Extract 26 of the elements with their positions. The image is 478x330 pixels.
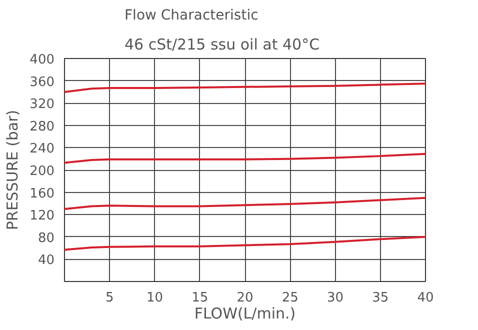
line-series xyxy=(64,82,426,93)
y-tick-label: 40 xyxy=(38,253,55,268)
y-tick-label: 80 xyxy=(38,230,55,246)
chart-title: Flow Characteristic xyxy=(124,8,258,24)
x-axis-title: FLOW(L/min.) xyxy=(194,304,296,322)
y-tick-label: 240 xyxy=(30,142,55,157)
x-tick-label: 20 xyxy=(236,290,254,306)
y-tick-label: 280 xyxy=(30,119,55,134)
x-tick-label: 15 xyxy=(192,290,208,306)
x-tick-label: 5 xyxy=(105,290,114,306)
x-tick-label: 25 xyxy=(282,290,298,306)
x-tick-label: 40 xyxy=(417,290,434,306)
chart-subtitle: 46 cSt/215 ssu oil at 40°C xyxy=(124,36,320,54)
y-tick-label: 320 xyxy=(30,97,55,112)
y-axis-title: PRESSURE (bar) xyxy=(4,110,22,230)
x-tick-label: 35 xyxy=(372,290,389,306)
y-tick-label: 120 xyxy=(30,208,55,224)
x-tick-label: 30 xyxy=(326,290,344,306)
line-series xyxy=(64,152,426,164)
line-series xyxy=(64,196,426,210)
y-tick-label: 160 xyxy=(30,186,55,202)
y-tick-label: 400 xyxy=(30,52,55,68)
y-tick-label: 360 xyxy=(30,74,55,90)
y-tick-label: 200 xyxy=(30,164,55,179)
line-series xyxy=(64,236,426,251)
x-tick-label: 10 xyxy=(146,290,164,306)
